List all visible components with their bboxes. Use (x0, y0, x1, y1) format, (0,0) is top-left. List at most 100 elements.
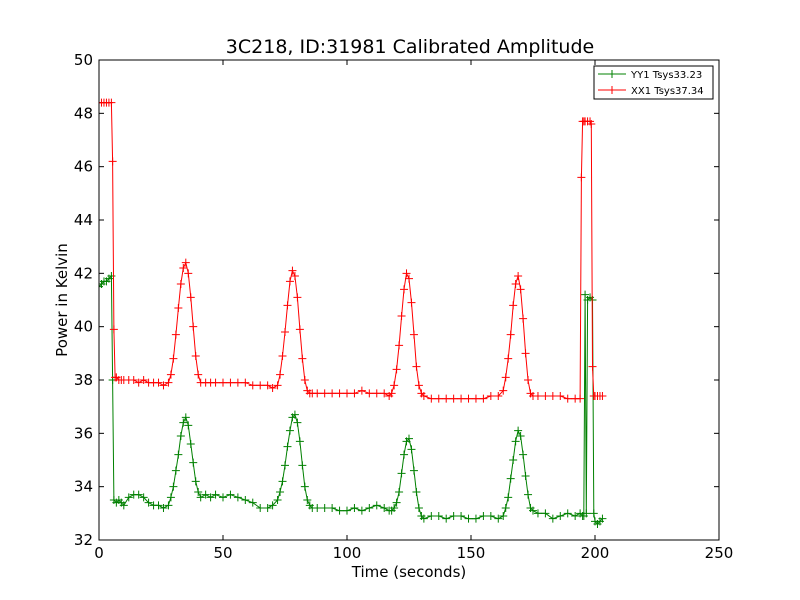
data-point (533, 509, 542, 518)
data-point (174, 450, 183, 459)
data-point (541, 392, 550, 400)
data-point (412, 488, 421, 496)
data-point (589, 509, 598, 518)
data-point (194, 488, 203, 496)
data-point (313, 504, 322, 512)
x-tick-label: 200 (581, 544, 610, 562)
data-point (191, 352, 200, 360)
data-point (541, 509, 550, 518)
data-point (350, 389, 359, 398)
data-point (457, 512, 466, 520)
data-point (181, 413, 190, 422)
data-point (139, 493, 148, 502)
data-point (211, 378, 220, 387)
data-point (511, 437, 520, 446)
data-point (397, 469, 406, 478)
data-point (233, 493, 242, 502)
data-point (290, 410, 299, 419)
chart-title: 3C218, ID:31981 Calibrated Amplitude (226, 36, 594, 58)
data-point (357, 506, 366, 515)
data-point (134, 490, 143, 499)
data-point (407, 298, 416, 307)
series-layer (99, 98, 607, 528)
data-point (263, 381, 272, 390)
data-point (514, 272, 523, 280)
data-point (166, 370, 175, 379)
data-point (343, 506, 351, 515)
data-point (283, 301, 292, 310)
data-point (134, 378, 143, 387)
data-point (412, 362, 421, 371)
data-point (179, 264, 188, 272)
legend-marker (608, 86, 616, 94)
data-point (511, 280, 520, 288)
data-point (273, 496, 282, 504)
data-point (501, 504, 510, 512)
data-point (380, 389, 389, 398)
data-point (499, 386, 508, 395)
data-point (506, 330, 515, 339)
data-point (164, 501, 173, 510)
x-tick-label: 150 (457, 544, 486, 562)
data-point (159, 381, 168, 390)
data-point (295, 437, 304, 446)
data-point (479, 512, 488, 520)
data-point (184, 421, 193, 430)
data-point (181, 258, 190, 267)
data-point (256, 381, 265, 390)
data-point (109, 325, 118, 334)
data-point (241, 378, 250, 387)
data-point (278, 477, 287, 486)
data-point (529, 506, 537, 515)
data-point (365, 389, 374, 398)
data-point (248, 381, 257, 390)
data-point (108, 157, 117, 166)
data-point (263, 504, 272, 512)
data-point (176, 280, 185, 288)
series-1 (99, 272, 607, 528)
data-point (268, 384, 277, 392)
data-point (335, 506, 344, 515)
data-point (504, 354, 513, 363)
data-point (516, 432, 525, 440)
data-point (189, 458, 198, 467)
data-point (293, 418, 302, 427)
data-point (499, 512, 508, 520)
data-point (581, 290, 590, 299)
data-point (397, 312, 406, 320)
data-point (577, 173, 586, 182)
data-point (335, 389, 344, 398)
data-point (387, 389, 396, 398)
data-point (350, 504, 359, 512)
data-point (144, 498, 153, 507)
data-point (194, 370, 203, 379)
data-point (293, 293, 302, 302)
data-point (372, 389, 381, 398)
data-point (519, 314, 528, 323)
data-point (169, 482, 178, 491)
data-point (548, 514, 557, 523)
data-point (402, 269, 411, 278)
data-point (380, 504, 389, 512)
data-point (303, 496, 312, 504)
data-point (248, 498, 257, 507)
series-2 (99, 98, 607, 403)
data-point (571, 512, 580, 520)
x-tick-label: 100 (333, 544, 362, 562)
legend: YY1 Tsys33.23 XX1 Tsys37.34 (593, 65, 714, 100)
y-tick-label: 38 (74, 371, 93, 389)
data-point (281, 328, 289, 336)
data-point (501, 373, 510, 382)
data-point (189, 322, 198, 331)
data-point (295, 325, 304, 334)
data-point (409, 330, 418, 339)
data-point (124, 493, 133, 502)
data-point (556, 392, 565, 400)
data-point (184, 269, 193, 278)
data-point (166, 493, 175, 502)
data-point (219, 378, 227, 387)
data-point (320, 504, 329, 512)
y-tick-label: 50 (74, 51, 93, 69)
data-point (211, 490, 220, 499)
